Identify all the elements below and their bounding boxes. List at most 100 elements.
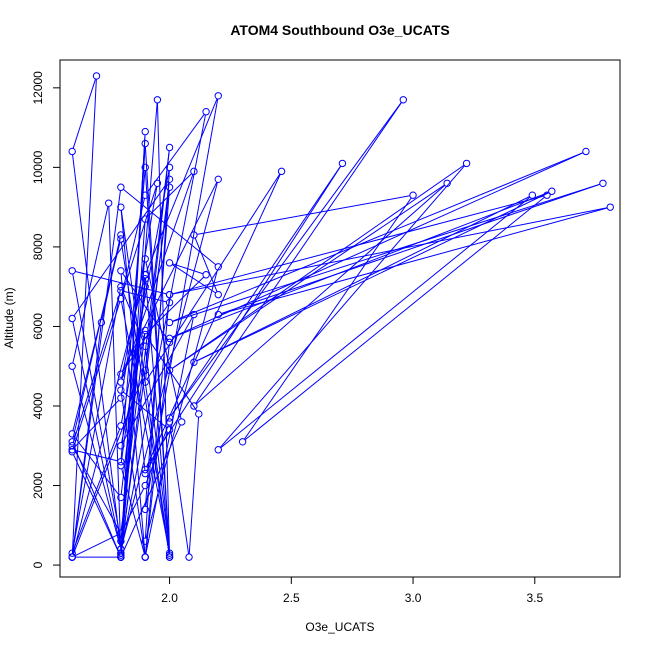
series-segment: [121, 333, 146, 443]
y-tick-label: 0: [31, 561, 45, 568]
data-point: [68, 553, 76, 561]
series-segment: [172, 195, 544, 295]
series-segment: [120, 242, 170, 555]
series-segment: [123, 290, 167, 303]
y-tick-label: 8000: [31, 233, 45, 260]
series-segment: [72, 293, 121, 443]
data-point: [117, 294, 125, 303]
series-segment: [72, 206, 109, 364]
data-point: [117, 183, 125, 191]
x-tick-label: 2.5: [283, 591, 300, 605]
data-point: [153, 179, 162, 187]
data-point: [141, 271, 149, 279]
series-segment: [196, 192, 550, 362]
data-point: [68, 438, 76, 446]
data-point: [117, 529, 125, 537]
series-segment: [73, 436, 120, 496]
data-point: [238, 438, 247, 446]
data-point: [582, 147, 590, 156]
y-axis-label: Altitude (m): [2, 287, 16, 348]
x-axis: 2.0 2.5 3.0 3.5: [161, 576, 543, 605]
data-point: [165, 163, 174, 172]
data-point: [104, 199, 113, 207]
series-segment: [220, 196, 531, 449]
data-point: [165, 418, 174, 426]
data-point: [165, 338, 174, 347]
series-segment: [221, 207, 608, 315]
series-segment: [120, 114, 206, 551]
data-point: [141, 282, 149, 291]
data-point: [443, 179, 451, 187]
x-tick-label: 2.0: [161, 591, 178, 605]
data-point: [141, 505, 149, 514]
data-point: [117, 267, 125, 275]
series-segment: [145, 182, 170, 380]
data-point: [117, 553, 125, 561]
data-point: [190, 358, 198, 366]
data-point: [165, 318, 174, 327]
series-segment: [145, 261, 182, 419]
data-point: [277, 167, 286, 176]
series-segment: [120, 301, 170, 551]
data-point: [190, 402, 198, 410]
series-segment: [120, 210, 146, 471]
data-point: [399, 96, 408, 104]
data-point: [165, 551, 174, 559]
data-point: [599, 179, 607, 187]
series-segment: [72, 273, 121, 539]
series-segment: [244, 197, 412, 440]
series-segment: [72, 241, 121, 431]
data-point: [190, 231, 198, 239]
series-segment: [145, 98, 218, 272]
series-segment: [145, 98, 219, 507]
data-point: [195, 410, 203, 418]
series-segment: [75, 271, 167, 295]
series-segment: [219, 165, 465, 448]
data-point: [141, 326, 149, 335]
series-segment: [172, 191, 550, 338]
data-point: [97, 318, 106, 327]
y-tick-label: 2000: [31, 472, 45, 499]
series-segment: [145, 150, 170, 368]
series-segment: [120, 210, 170, 555]
data-point: [117, 422, 125, 430]
series-segment: [196, 196, 530, 362]
series-segment: [194, 237, 218, 292]
data-point: [165, 175, 174, 184]
series-segment: [169, 424, 190, 555]
data-point: [117, 231, 125, 239]
data-point: [117, 442, 125, 450]
data-point: [141, 275, 149, 283]
series-segment: [172, 207, 608, 295]
series-segment: [122, 273, 169, 340]
data-point: [165, 366, 174, 374]
x-tick-label: 3.0: [405, 591, 422, 605]
data-point: [141, 366, 149, 374]
data-point: [165, 259, 174, 267]
series-segment: [121, 182, 218, 547]
data-point: [141, 481, 149, 490]
series-segment: [71, 79, 97, 554]
series-segment: [170, 165, 342, 416]
series-segment: [145, 317, 194, 555]
data-point: [141, 465, 149, 474]
data-point: [68, 362, 76, 370]
data-point: [68, 549, 76, 557]
series-segment: [172, 183, 601, 322]
series-segment: [195, 185, 446, 405]
data-point: [141, 139, 149, 148]
data-point: [178, 418, 186, 426]
y-axis: 0 2000 4000 6000 8000 10000 12000: [31, 71, 61, 568]
data-point: [68, 147, 76, 156]
data-point: [214, 92, 222, 100]
data-point: [462, 159, 471, 168]
data-point: [68, 267, 76, 275]
data-point: [165, 290, 174, 299]
data-point: [165, 183, 174, 191]
data-point: [117, 286, 125, 295]
data-point: [165, 143, 174, 152]
data-point: [190, 167, 198, 176]
series-segment: [72, 190, 121, 555]
series-segment: [75, 450, 118, 462]
series-segment: [147, 173, 192, 218]
